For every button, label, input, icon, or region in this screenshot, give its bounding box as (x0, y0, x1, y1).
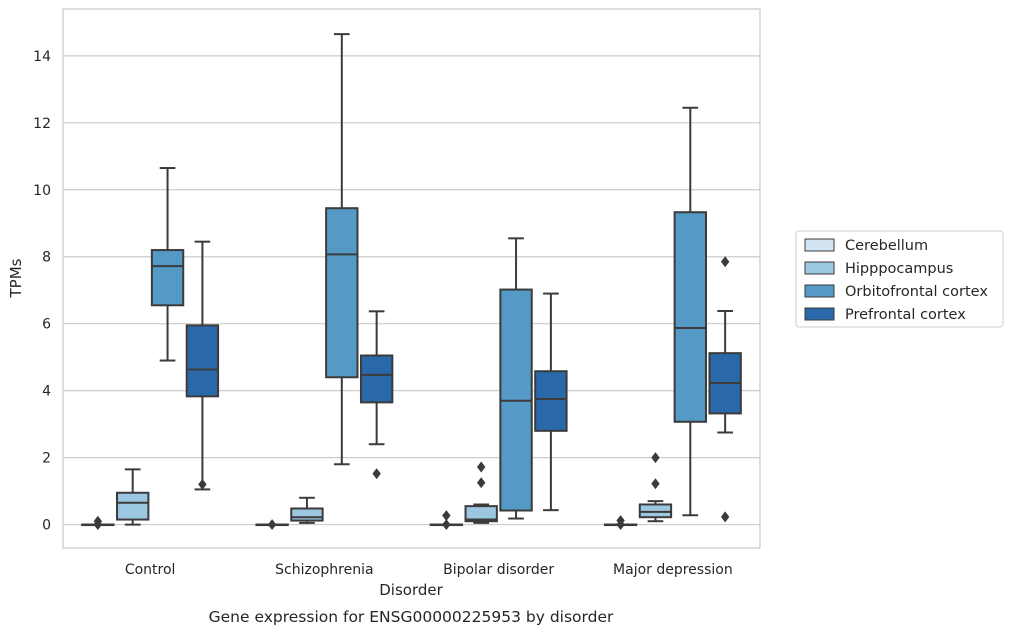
y-tick-label: 12 (33, 116, 51, 132)
box-body (185, 324, 220, 398)
box-orbitofrontal-cortex (150, 167, 185, 362)
outlier-point (442, 519, 451, 531)
y-tick-label: 10 (33, 183, 51, 199)
boxes (81, 33, 742, 531)
x-tick-labels: Control Schizophrenia Bipolar disorder Majo… (125, 562, 733, 578)
y-tick-label: 14 (33, 49, 51, 65)
outlier-point (651, 478, 660, 490)
y-tick-label: 6 (42, 317, 51, 333)
box-body (290, 507, 324, 522)
box-orbitofrontal-cortex (673, 106, 707, 517)
box-cerebellum (255, 519, 289, 531)
box-body (116, 491, 150, 521)
outlier-point (93, 519, 103, 531)
plot-frame (62, 8, 761, 549)
y-tick-label: 2 (42, 451, 51, 467)
outlier-point (720, 256, 730, 268)
legend-label: Hipppocampus (845, 261, 953, 277)
legend-swatch (804, 261, 835, 275)
box-hipppocampus (638, 452, 673, 523)
legend-label: Prefrontal cortex (845, 307, 966, 323)
y-tick-label: 0 (42, 518, 51, 534)
box-body (638, 503, 673, 519)
y-tick-labels: 0 2 4 6 8 10 12 14 (33, 49, 51, 534)
x-tick-label: Bipolar disorder (443, 562, 554, 578)
outlier-point (442, 510, 451, 521)
box-body (150, 249, 185, 307)
box-body (464, 505, 498, 523)
outlier-point (198, 478, 207, 490)
box-cerebellum (429, 510, 464, 531)
legend: Cerebellum Hipppocampus Orbitofrontal cort… (795, 230, 1004, 328)
outlier-point (477, 461, 486, 473)
box-cerebellum (603, 515, 638, 531)
x-tick-label: Control (125, 562, 176, 578)
legend-label: Cerebellum (845, 238, 928, 254)
box-hipppocampus (290, 496, 324, 524)
legend-label: Orbitofrontal cortex (845, 284, 988, 300)
box-cerebellum (81, 515, 115, 531)
legend-swatch (804, 238, 835, 252)
chart-caption: Gene expression for ENSG00000225953 by d… (209, 608, 614, 626)
box-orbitofrontal-cortex (499, 237, 533, 520)
box-hipppocampus (116, 468, 150, 526)
box-body (325, 207, 359, 379)
box-prefrontal-cortex (359, 310, 394, 480)
legend-swatch (804, 284, 835, 298)
box-body (673, 211, 707, 423)
legend-swatch (804, 307, 835, 321)
box-body (359, 354, 394, 404)
y-tick-label: 8 (42, 250, 51, 266)
y-tick-label: 4 (42, 384, 51, 400)
outlier-point (372, 468, 381, 480)
x-tick-label: Schizophrenia (275, 562, 373, 578)
y-axis-label: TPMs (7, 258, 25, 298)
outlier-point (720, 511, 730, 523)
box-prefrontal-cortex (534, 292, 568, 512)
x-axis-label: Disorder (379, 581, 443, 599)
outlier-point (651, 452, 660, 464)
legend-frame (795, 230, 1004, 328)
x-tick-label: Major depression (613, 562, 733, 578)
box-orbitofrontal-cortex (325, 33, 359, 466)
box-body (534, 370, 568, 432)
outlier-point (616, 519, 625, 531)
box-prefrontal-cortex (708, 256, 742, 523)
outlier-point (477, 477, 486, 489)
box-hipppocampus (464, 461, 498, 524)
box-prefrontal-cortex (185, 240, 220, 491)
outlier-point (267, 519, 277, 531)
